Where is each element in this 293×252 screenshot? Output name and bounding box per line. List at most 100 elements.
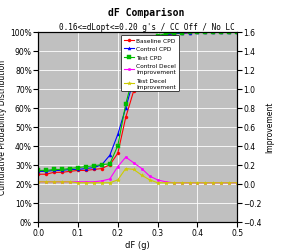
Test CPD — [92, 165, 96, 168]
Test Decel
Improvement — [180, 181, 183, 184]
X-axis label: dF (g): dF (g) — [125, 240, 150, 249]
Control CPD — [44, 170, 48, 173]
Test CPD — [124, 103, 127, 106]
Test Decel
Improvement — [236, 181, 239, 184]
Line: Control CPD: Control CPD — [37, 31, 239, 173]
Control Decel
Improvement — [148, 175, 151, 178]
Control Decel
Improvement — [188, 181, 191, 184]
Test CPD — [132, 73, 135, 76]
Test Decel
Improvement — [92, 181, 96, 184]
Test Decel
Improvement — [220, 181, 223, 184]
Baseline CPD — [132, 90, 135, 93]
Test Decel
Improvement — [124, 167, 127, 170]
Baseline CPD — [196, 32, 199, 35]
Control Decel
Improvement — [132, 162, 135, 165]
Control CPD — [236, 31, 239, 34]
Baseline CPD — [164, 34, 167, 37]
Control Decel
Improvement — [140, 167, 144, 170]
Baseline CPD — [116, 152, 120, 155]
Control CPD — [92, 166, 96, 169]
Control CPD — [188, 32, 191, 35]
Test Decel
Improvement — [196, 181, 199, 184]
Test CPD — [68, 167, 72, 170]
Test Decel
Improvement — [36, 180, 40, 183]
Baseline CPD — [212, 32, 215, 35]
Control Decel
Improvement — [156, 179, 159, 182]
Baseline CPD — [188, 32, 191, 35]
Baseline CPD — [148, 54, 151, 57]
Control CPD — [132, 78, 135, 81]
Test Decel
Improvement — [76, 181, 80, 184]
Test Decel
Improvement — [228, 181, 231, 184]
Test CPD — [228, 31, 231, 34]
Baseline CPD — [44, 173, 48, 176]
Test Decel
Improvement — [132, 168, 135, 171]
Test Decel
Improvement — [204, 181, 207, 184]
Control Decel
Improvement — [116, 165, 120, 168]
Control Decel
Improvement — [220, 181, 223, 184]
Control CPD — [172, 33, 175, 36]
Baseline CPD — [60, 171, 64, 174]
Test CPD — [60, 168, 64, 171]
Test Decel
Improvement — [52, 180, 56, 183]
Baseline CPD — [108, 164, 112, 167]
Baseline CPD — [92, 168, 96, 171]
Baseline CPD — [76, 169, 80, 172]
Test CPD — [236, 31, 239, 34]
Test Decel
Improvement — [116, 179, 120, 182]
Test CPD — [84, 165, 88, 168]
Control Decel
Improvement — [172, 181, 175, 184]
Test CPD — [116, 145, 120, 148]
Text: dF Comparison: dF Comparison — [108, 8, 185, 18]
Test CPD — [172, 33, 175, 36]
Control CPD — [140, 58, 144, 61]
Test CPD — [36, 169, 40, 172]
Test CPD — [52, 168, 56, 171]
Control CPD — [212, 32, 215, 35]
Control Decel
Improvement — [100, 180, 104, 183]
Control Decel
Improvement — [180, 181, 183, 184]
Control Decel
Improvement — [164, 180, 167, 183]
Test Decel
Improvement — [172, 181, 175, 184]
Control CPD — [156, 37, 159, 40]
Control Decel
Improvement — [124, 156, 127, 159]
Test Decel
Improvement — [68, 180, 72, 183]
Control CPD — [60, 169, 64, 172]
Text: 0.16<=dLopt<=0.20 g's / CC Off / No LC: 0.16<=dLopt<=0.20 g's / CC Off / No LC — [59, 23, 234, 32]
Control Decel
Improvement — [236, 181, 239, 184]
Control Decel
Improvement — [36, 180, 40, 183]
Baseline CPD — [68, 170, 72, 173]
Control CPD — [76, 168, 80, 171]
Baseline CPD — [228, 31, 231, 34]
Baseline CPD — [172, 33, 175, 36]
Test CPD — [188, 32, 191, 35]
Baseline CPD — [236, 31, 239, 34]
Test Decel
Improvement — [212, 181, 215, 184]
Control Decel
Improvement — [44, 180, 48, 183]
Control Decel
Improvement — [204, 181, 207, 184]
Test Decel
Improvement — [140, 174, 144, 177]
Baseline CPD — [52, 171, 56, 174]
Test Decel
Improvement — [84, 181, 88, 184]
Test CPD — [196, 32, 199, 35]
Test CPD — [140, 52, 144, 55]
Test Decel
Improvement — [100, 181, 104, 184]
Baseline CPD — [156, 37, 159, 40]
Legend: Baseline CPD, Control CPD, Test CPD, Control Decel
Improvement, Test Decel
Impro: Baseline CPD, Control CPD, Test CPD, Con… — [121, 36, 179, 92]
Y-axis label: Cumulative Probability Distribution: Cumulative Probability Distribution — [0, 60, 7, 195]
Control CPD — [148, 46, 151, 49]
Control Decel
Improvement — [92, 180, 96, 183]
Control CPD — [228, 31, 231, 34]
Control CPD — [164, 34, 167, 37]
Control CPD — [68, 168, 72, 171]
Control CPD — [204, 32, 207, 35]
Control Decel
Improvement — [228, 181, 231, 184]
Line: Baseline CPD: Baseline CPD — [37, 31, 239, 176]
Test Decel
Improvement — [164, 181, 167, 184]
Y-axis label: Improvement: Improvement — [265, 102, 274, 153]
Test Decel
Improvement — [108, 181, 112, 184]
Baseline CPD — [100, 167, 104, 170]
Baseline CPD — [36, 173, 40, 176]
Baseline CPD — [124, 116, 127, 119]
Control Decel
Improvement — [68, 180, 72, 183]
